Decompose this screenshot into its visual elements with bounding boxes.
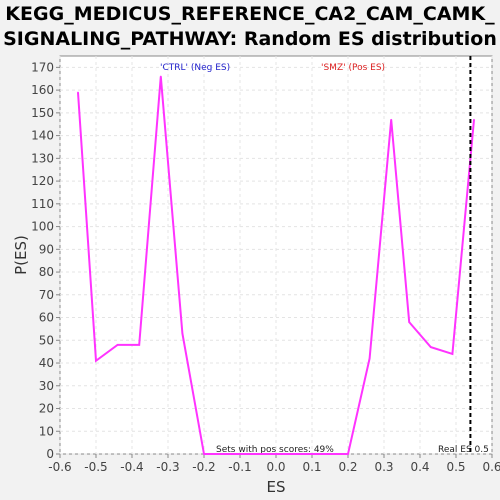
- data-point: [77, 91, 79, 94]
- data-point: [160, 75, 162, 78]
- pos-es-label: 'SMZ' (Pos ES): [321, 63, 385, 73]
- y-tick-label: 160: [31, 83, 54, 97]
- x-tick-label: 0.2: [338, 460, 357, 474]
- y-tick-label: 80: [39, 265, 54, 279]
- y-tick-label: 130: [31, 151, 54, 165]
- y-tick-label: 170: [31, 60, 54, 74]
- data-point: [408, 321, 411, 323]
- y-tick-label: 140: [31, 129, 54, 143]
- data-point: [224, 453, 227, 455]
- chart-title: KEGG_MEDICUS_REFERENCE_CA2_CAM_CAMK_ SIG…: [0, 2, 500, 52]
- x-tick-label: -0.1: [228, 460, 251, 474]
- real-es-label: Real ES 0.5: [438, 445, 489, 455]
- data-point: [347, 453, 349, 455]
- data-point: [116, 344, 119, 346]
- y-tick-label: 60: [39, 311, 54, 325]
- y-tick-label: 120: [31, 174, 54, 188]
- data-point: [246, 453, 248, 455]
- y-tick-label: 110: [31, 197, 54, 211]
- y-tick-label: 20: [39, 402, 54, 416]
- x-tick-label: -0.4: [120, 460, 143, 474]
- data-point: [473, 118, 475, 121]
- y-axis-label: P(ES): [12, 235, 30, 275]
- data-point: [451, 353, 454, 355]
- chart-title-line-1: KEGG_MEDICUS_REFERENCE_CA2_CAM_CAMK_: [5, 3, 495, 25]
- x-axis-label: ES: [267, 478, 286, 496]
- data-point: [138, 344, 140, 346]
- axis-ticks: -0.6 -0.5 -0.4 -0.3 -0.2 -0.1 0.0 0.1 0.2 0.3 0.4 0…: [31, 60, 500, 474]
- x-tick-label: -0.5: [84, 460, 107, 474]
- x-tick-label: -0.3: [156, 460, 179, 474]
- x-tick-label: -0.2: [192, 460, 215, 474]
- data-point: [329, 453, 331, 455]
- y-tick-label: 10: [39, 424, 54, 438]
- data-point: [430, 346, 432, 348]
- y-tick-label: 90: [39, 242, 54, 256]
- neg-es-label: 'CTRL' (Neg ES): [160, 63, 230, 73]
- pos-scores-label: Sets with pos scores: 49%: [216, 445, 334, 455]
- x-tick-label: 0.1: [302, 460, 321, 474]
- y-tick-label: 30: [39, 379, 54, 393]
- y-tick-label: 70: [39, 288, 54, 302]
- x-tick-label: 0.5: [446, 460, 465, 474]
- data-point: [368, 357, 371, 360]
- y-tick-label: 50: [39, 333, 54, 347]
- data-point: [203, 453, 205, 455]
- series-group: [77, 75, 475, 455]
- data-point: [289, 453, 292, 455]
- y-tick-label: 0: [46, 447, 54, 461]
- y-tick-label: 40: [39, 356, 54, 370]
- y-tick-label: 100: [31, 220, 54, 234]
- y-tick-label: 150: [31, 106, 54, 120]
- data-point: [390, 118, 393, 121]
- data-point: [311, 453, 313, 455]
- x-tick-label: 0.4: [410, 460, 429, 474]
- data-point: [181, 332, 184, 335]
- grid: [59, 56, 493, 455]
- data-point: [95, 359, 97, 362]
- chart-title-line-2: SIGNALING_PATHWAY: Random ES distributio…: [3, 28, 497, 50]
- data-point: [268, 453, 270, 455]
- x-tick-label: 0.3: [374, 460, 393, 474]
- es-distribution-line: [77, 76, 475, 455]
- x-tick-label: 0.6: [482, 460, 500, 474]
- x-tick-label: 0.0: [266, 460, 285, 474]
- x-tick-label: -0.6: [48, 460, 71, 474]
